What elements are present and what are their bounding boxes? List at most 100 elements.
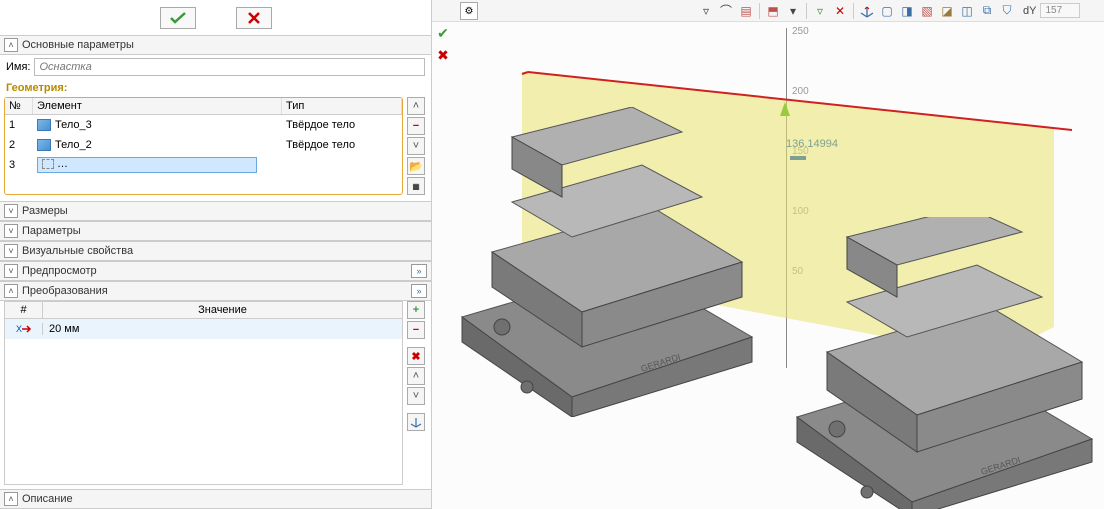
cell-element-text: Тело_2 — [55, 139, 92, 151]
panel-top-controls — [0, 0, 431, 35]
dropdown-icon[interactable]: ▾ — [783, 2, 803, 20]
viewport-toolbar: ▿ ⌒ ▤ ⬒ ▾ ▿ ✕ ▢ ◨ ▧ ◪ ◫ ⧉ ⛉ dY 157 — [432, 0, 1104, 22]
shield-icon[interactable]: ⛉ — [997, 2, 1017, 20]
table-row[interactable]: 3 … — [5, 155, 402, 175]
add-button[interactable]: + — [407, 301, 425, 319]
view-iso-icon[interactable]: ◨ — [897, 2, 917, 20]
remove-button[interactable]: − — [407, 117, 425, 135]
check-icon — [169, 11, 187, 25]
table-row[interactable]: 2 Тело_2 Твёрдое тело — [5, 135, 402, 155]
cell-type: Твёрдое тело — [282, 117, 402, 133]
axes-button[interactable] — [407, 413, 425, 431]
plane-icon[interactable]: ⬒ — [763, 2, 783, 20]
section-sizes-label: Размеры — [22, 205, 68, 217]
name-input[interactable] — [34, 58, 425, 76]
header-type: Тип — [282, 98, 402, 114]
section-description[interactable]: ˄ Описание — [0, 489, 431, 509]
x-arrow-icon: X — [16, 323, 32, 335]
header-value: Значение — [43, 302, 402, 318]
section-transforms[interactable]: ˄ Преобразования » — [0, 281, 431, 301]
geometry-table-header: № Элемент Тип — [5, 98, 402, 115]
filter2-icon[interactable]: ▿ — [810, 2, 830, 20]
cell-element: Тело_2 — [33, 137, 282, 153]
expand-right-icon[interactable]: » — [411, 264, 427, 278]
cross-icon — [247, 11, 261, 25]
transform-value: 20 мм — [43, 323, 402, 335]
table-row[interactable]: X 20 мм — [5, 319, 402, 339]
cross2-icon[interactable]: ✕ — [830, 2, 850, 20]
chevron-down-icon: ˅ — [4, 264, 18, 278]
move-down-button[interactable]: ˅ — [407, 387, 425, 405]
filter-icon[interactable]: ▿ — [696, 2, 716, 20]
viewport-panel: ▿ ⌒ ▤ ⬒ ▾ ▿ ✕ ▢ ◨ ▧ ◪ ◫ ⧉ ⛉ dY 157 ✔ ✖ ⚙… — [432, 0, 1104, 509]
cell-num: 2 — [5, 137, 33, 153]
stack-icon[interactable]: ▤ — [736, 2, 756, 20]
section-visual-props[interactable]: ˅ Визуальные свойства — [0, 241, 431, 261]
cell-num: 3 — [5, 157, 33, 173]
transforms-side-buttons: + − ✖ ˄ ˅ — [407, 301, 427, 485]
transforms-table-wrap: # Значение X 20 мм + − ✖ ˄ ˅ — [4, 301, 427, 485]
name-row: Имя: — [0, 55, 431, 79]
geometry-table: № Элемент Тип 1 Тело_3 Твёрдое тело 2 Те… — [4, 97, 403, 195]
axes3d-icon[interactable] — [857, 2, 877, 20]
section-sizes[interactable]: ˅ Размеры — [0, 201, 431, 221]
move-up-button[interactable]: ˄ — [407, 97, 425, 115]
remove-button[interactable]: − — [407, 321, 425, 339]
render-shade-icon[interactable]: ◪ — [937, 2, 957, 20]
axes-icon — [410, 416, 422, 428]
section-main-params[interactable]: ˄ Основные параметры — [0, 35, 431, 55]
section-preview[interactable]: ˅ Предпросмотр » — [0, 261, 431, 281]
cell-type: Твёрдое тело — [282, 137, 402, 153]
geometry-table-wrap: № Элемент Тип 1 Тело_3 Твёрдое тело 2 Те… — [4, 97, 427, 195]
section-main-params-label: Основные параметры — [22, 39, 134, 51]
arc-icon[interactable]: ⌒ — [716, 2, 736, 20]
transform-axis-icon: X — [5, 323, 43, 335]
readout-label: dY — [1023, 5, 1036, 17]
cell-element: Тело_3 — [33, 117, 282, 133]
vise-2: GERARDI — [767, 217, 1104, 509]
section-description-label: Описание — [22, 493, 73, 505]
cell-type — [282, 163, 402, 167]
section-icon[interactable]: ⧉ — [977, 2, 997, 20]
cell-element-text: … — [57, 158, 68, 170]
transforms-table: # Значение X 20 мм — [4, 301, 403, 485]
chevron-up-icon: ˄ — [4, 38, 18, 52]
body-icon — [37, 119, 51, 131]
chevron-up-icon: ˄ — [4, 284, 18, 298]
cube-icon[interactable]: ◫ — [957, 2, 977, 20]
chevron-down-icon: ˅ — [4, 244, 18, 258]
viewport-3d[interactable]: 250 200 150 100 50 136.14994 GERARDI — [432, 22, 1104, 509]
move-down-button[interactable]: ˅ — [407, 137, 425, 155]
cancel-button[interactable] — [236, 7, 272, 29]
chevron-down-icon: ˅ — [4, 224, 18, 238]
apply-button[interactable] — [160, 7, 196, 29]
geometry-side-buttons: ˄ − ˅ 📂 ▦ — [407, 97, 427, 195]
cell-element: … — [33, 155, 282, 175]
transforms-table-header: # Значение — [5, 302, 402, 319]
properties-panel: ˄ Основные параметры Имя: Геометрия: № Э… — [0, 0, 432, 509]
section-visual-props-label: Визуальные свойства — [22, 245, 133, 257]
coordinate-readout: dY 157 — [1023, 3, 1080, 18]
render-wire-icon[interactable]: ▧ — [917, 2, 937, 20]
move-up-button[interactable]: ˄ — [407, 367, 425, 385]
view-front-icon[interactable]: ▢ — [877, 2, 897, 20]
cell-num: 1 — [5, 117, 33, 133]
section-params[interactable]: ˅ Параметры — [0, 221, 431, 241]
body-icon — [37, 139, 51, 151]
expand-right-icon[interactable]: » — [411, 284, 427, 298]
chevron-down-icon: ˅ — [4, 204, 18, 218]
header-element: Элемент — [33, 98, 282, 114]
vise-1: GERARDI — [442, 107, 772, 417]
geometry-label: Геометрия: — [0, 79, 431, 97]
readout-value: 157 — [1040, 3, 1080, 18]
autofinish-button[interactable]: ⚙ — [460, 2, 478, 20]
table-row[interactable]: 1 Тело_3 Твёрдое тело — [5, 115, 402, 135]
grid-options-button[interactable]: ▦ — [407, 177, 425, 195]
open-folder-button[interactable]: 📂 — [407, 157, 425, 175]
clear-button[interactable]: ✖ — [407, 347, 425, 365]
section-transforms-label: Преобразования — [22, 285, 108, 297]
section-preview-label: Предпросмотр — [22, 265, 97, 277]
section-params-label: Параметры — [22, 225, 81, 237]
name-label: Имя: — [6, 61, 30, 73]
chevron-up-icon: ˄ — [4, 492, 18, 506]
